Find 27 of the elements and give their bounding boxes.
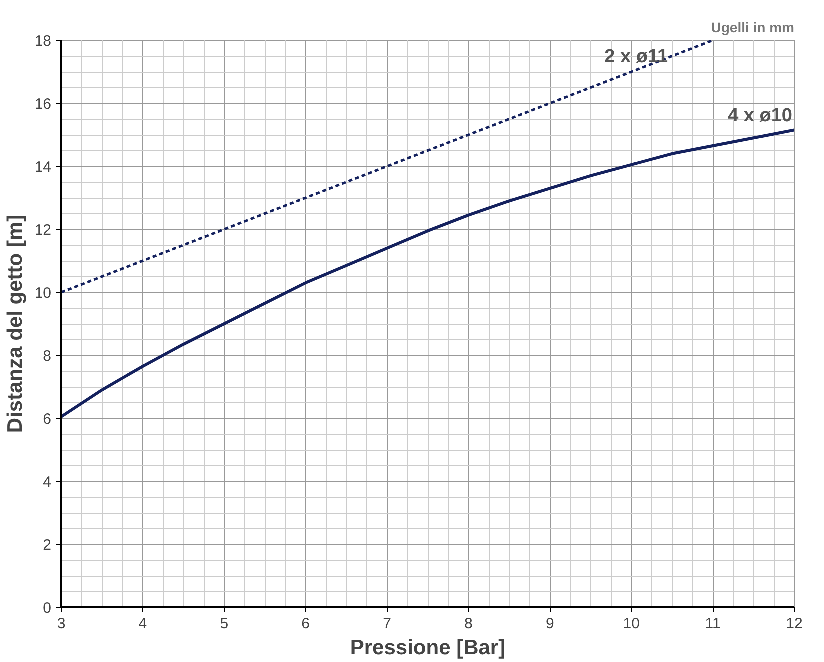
text: Ugelli in mm — [711, 20, 794, 36]
x-tick-label: 9 — [546, 616, 554, 632]
y-tick-label: 2 — [43, 537, 52, 554]
x-tick-label: 6 — [302, 616, 310, 632]
x-tick-label: 5 — [220, 616, 229, 632]
y-tick-label: 18 — [34, 33, 52, 50]
y-tick-label: 6 — [43, 411, 52, 428]
x-tick-label: 11 — [705, 616, 721, 632]
x-tick-label: 4 — [138, 616, 148, 632]
y-tick-label: 0 — [43, 600, 52, 617]
line-series — [62, 128, 794, 418]
y-tick-label: 8 — [43, 348, 52, 365]
y-tick-label: 14 — [34, 159, 52, 176]
x-tick-label: 3 — [57, 616, 66, 632]
line-series — [62, 40, 714, 294]
x-tick-label: 8 — [464, 616, 473, 632]
y-tick-label: 4 — [43, 474, 52, 491]
y-tick-label: 12 — [34, 222, 52, 239]
y-tick-label: 16 — [34, 96, 52, 113]
y-axis-title: Distanza del getto [m] — [4, 214, 27, 434]
series-label: 2 x ø11 — [604, 46, 668, 68]
x-axis-title: Pressione [Bar] — [350, 636, 506, 660]
x-tick-label: 12 — [786, 616, 803, 632]
x-tick-label: 7 — [383, 616, 392, 632]
x-tick-label: 10 — [623, 616, 640, 632]
series-label: 4 x ø10 — [728, 105, 793, 126]
y-tick-label: 10 — [34, 285, 52, 302]
